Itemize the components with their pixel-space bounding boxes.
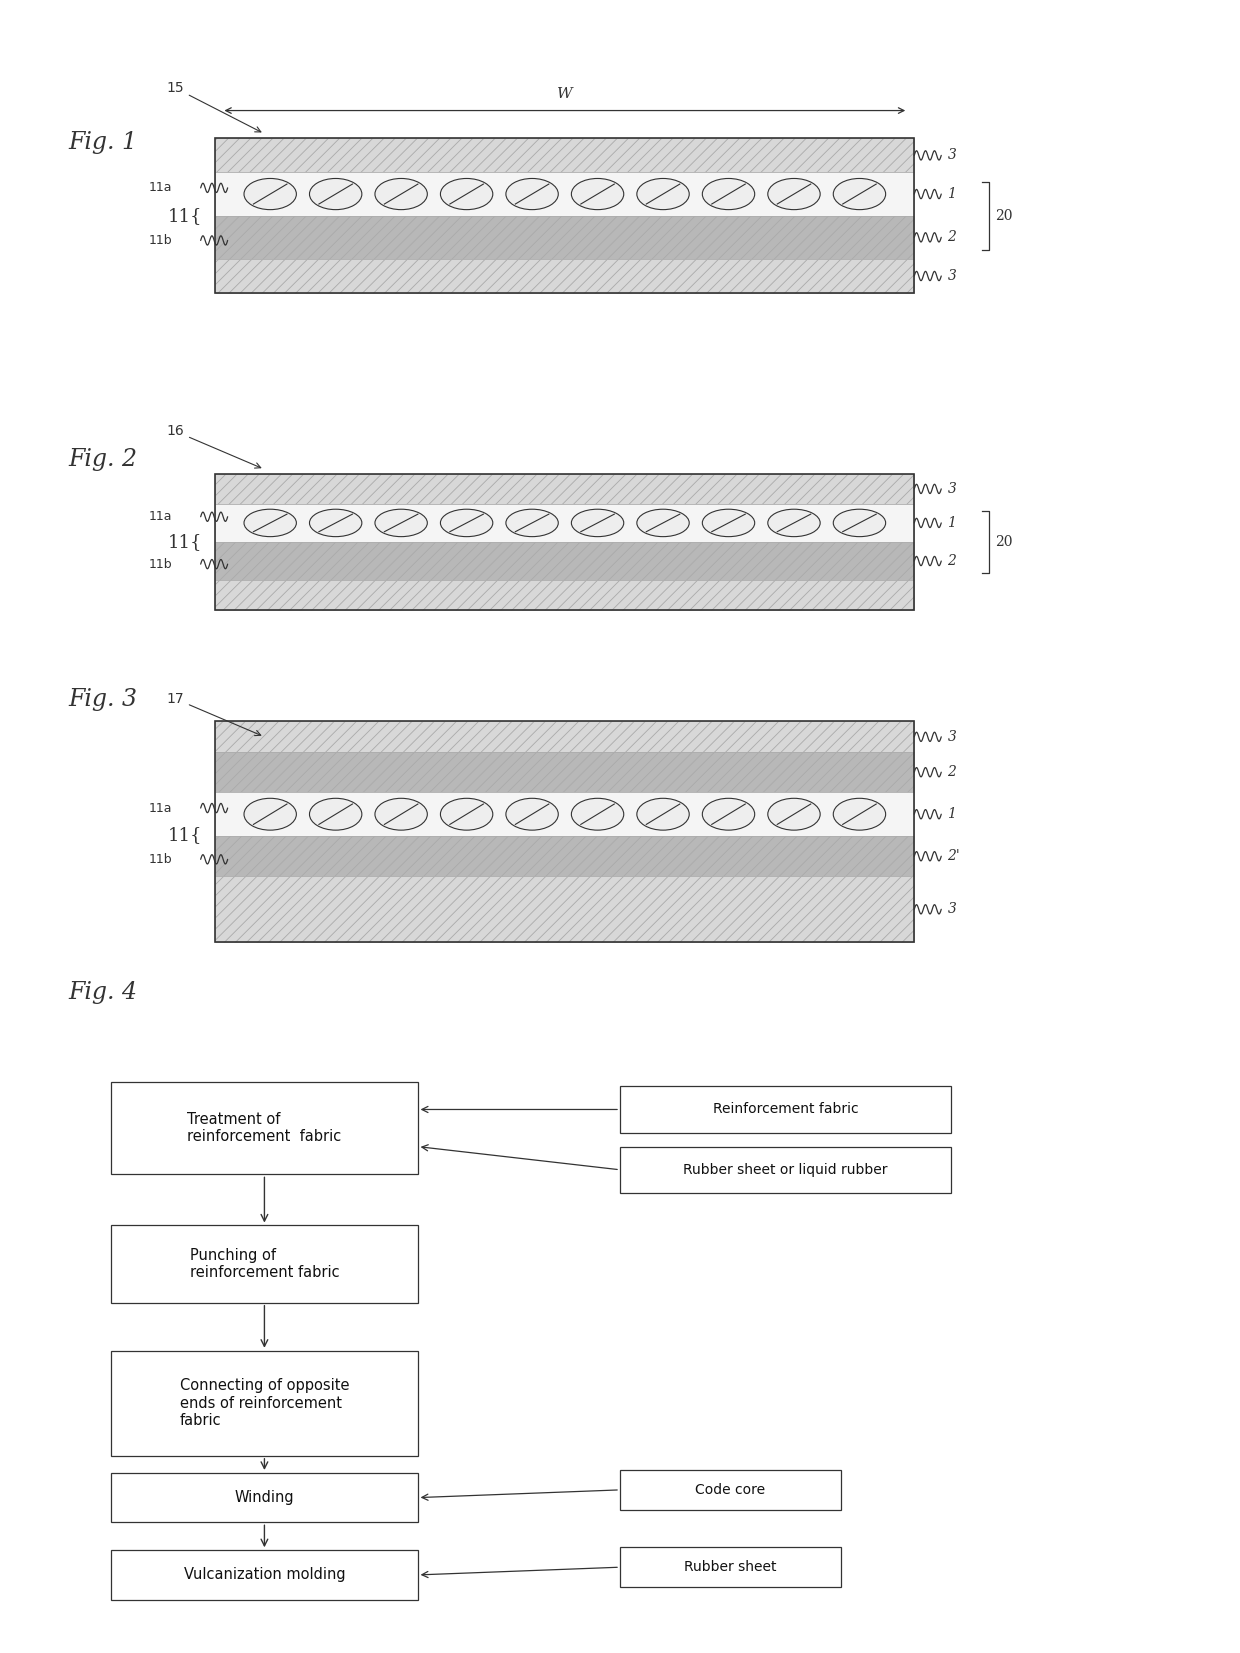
Text: 11{: 11{ bbox=[167, 532, 202, 550]
Text: Fig. 2: Fig. 2 bbox=[68, 448, 138, 471]
Text: 20: 20 bbox=[996, 208, 1013, 223]
Text: Treatment of
reinforcement  fabric: Treatment of reinforcement fabric bbox=[187, 1112, 341, 1144]
Ellipse shape bbox=[833, 179, 885, 210]
Ellipse shape bbox=[374, 798, 428, 830]
Text: 3: 3 bbox=[947, 731, 956, 744]
Ellipse shape bbox=[702, 798, 755, 830]
Text: 11a: 11a bbox=[149, 802, 172, 815]
Ellipse shape bbox=[768, 179, 820, 210]
Text: Vulcanization molding: Vulcanization molding bbox=[184, 1567, 345, 1582]
Bar bbox=[216, 215, 914, 260]
Ellipse shape bbox=[506, 179, 558, 210]
Text: Reinforcement fabric: Reinforcement fabric bbox=[713, 1103, 858, 1116]
Bar bbox=[216, 474, 914, 504]
Bar bbox=[216, 876, 914, 942]
Text: 3: 3 bbox=[947, 483, 956, 496]
Bar bbox=[216, 260, 914, 293]
Bar bbox=[216, 836, 914, 876]
Text: 11b: 11b bbox=[149, 853, 172, 866]
Bar bbox=[216, 721, 914, 942]
Text: 1: 1 bbox=[947, 516, 956, 531]
FancyBboxPatch shape bbox=[620, 1147, 951, 1193]
FancyBboxPatch shape bbox=[112, 1225, 418, 1303]
Bar bbox=[216, 752, 914, 792]
Bar bbox=[216, 172, 914, 215]
Ellipse shape bbox=[506, 798, 558, 830]
Ellipse shape bbox=[244, 179, 296, 210]
Ellipse shape bbox=[572, 798, 624, 830]
Bar bbox=[216, 504, 914, 542]
Ellipse shape bbox=[833, 509, 885, 537]
Ellipse shape bbox=[440, 179, 492, 210]
Text: 1: 1 bbox=[947, 807, 956, 822]
Bar bbox=[216, 792, 914, 836]
Ellipse shape bbox=[440, 798, 492, 830]
Bar bbox=[216, 542, 914, 580]
FancyBboxPatch shape bbox=[620, 1086, 951, 1132]
FancyBboxPatch shape bbox=[112, 1351, 418, 1456]
Text: 1: 1 bbox=[947, 187, 956, 202]
Ellipse shape bbox=[310, 509, 362, 537]
Text: W: W bbox=[557, 88, 573, 101]
Text: 15: 15 bbox=[166, 81, 260, 132]
Text: 11{: 11{ bbox=[167, 207, 202, 225]
Text: 2: 2 bbox=[947, 765, 956, 779]
Ellipse shape bbox=[637, 179, 689, 210]
Text: Connecting of opposite
ends of reinforcement
fabric: Connecting of opposite ends of reinforce… bbox=[180, 1379, 350, 1428]
Text: 11b: 11b bbox=[149, 235, 172, 246]
Text: Code core: Code core bbox=[696, 1483, 765, 1498]
Ellipse shape bbox=[374, 179, 428, 210]
Text: 17: 17 bbox=[166, 693, 260, 736]
FancyBboxPatch shape bbox=[620, 1470, 841, 1509]
Ellipse shape bbox=[833, 798, 885, 830]
Ellipse shape bbox=[702, 179, 755, 210]
Ellipse shape bbox=[244, 798, 296, 830]
Text: 11a: 11a bbox=[149, 182, 172, 195]
Bar bbox=[216, 474, 914, 610]
Ellipse shape bbox=[310, 179, 362, 210]
Bar bbox=[216, 139, 914, 293]
Bar bbox=[216, 721, 914, 752]
Text: 2: 2 bbox=[947, 230, 956, 245]
Text: 11b: 11b bbox=[149, 557, 172, 570]
Ellipse shape bbox=[768, 798, 820, 830]
Bar bbox=[216, 580, 914, 610]
FancyBboxPatch shape bbox=[620, 1547, 841, 1587]
FancyBboxPatch shape bbox=[112, 1473, 418, 1522]
Bar bbox=[216, 139, 914, 172]
Text: 11{: 11{ bbox=[167, 826, 202, 845]
Text: 11a: 11a bbox=[149, 511, 172, 524]
Text: 2: 2 bbox=[947, 554, 956, 569]
Ellipse shape bbox=[374, 509, 428, 537]
Text: 3: 3 bbox=[947, 149, 956, 162]
Text: Winding: Winding bbox=[234, 1489, 294, 1506]
Text: 3: 3 bbox=[947, 269, 956, 283]
Ellipse shape bbox=[572, 509, 624, 537]
Ellipse shape bbox=[572, 179, 624, 210]
Text: 16: 16 bbox=[166, 425, 260, 468]
Ellipse shape bbox=[506, 509, 558, 537]
Text: Rubber sheet or liquid rubber: Rubber sheet or liquid rubber bbox=[683, 1162, 888, 1177]
Ellipse shape bbox=[244, 509, 296, 537]
Text: 3: 3 bbox=[947, 903, 956, 916]
Ellipse shape bbox=[637, 798, 689, 830]
Ellipse shape bbox=[702, 509, 755, 537]
Text: Fig. 4: Fig. 4 bbox=[68, 982, 138, 1005]
Ellipse shape bbox=[637, 509, 689, 537]
Text: 20: 20 bbox=[996, 536, 1013, 549]
Ellipse shape bbox=[768, 509, 820, 537]
Text: Rubber sheet: Rubber sheet bbox=[684, 1560, 776, 1574]
Text: Punching of
reinforcement fabric: Punching of reinforcement fabric bbox=[190, 1248, 340, 1281]
Text: Fig. 1: Fig. 1 bbox=[68, 131, 138, 154]
FancyBboxPatch shape bbox=[112, 1551, 418, 1600]
Text: Fig. 3: Fig. 3 bbox=[68, 688, 138, 711]
FancyBboxPatch shape bbox=[112, 1081, 418, 1174]
Text: 2': 2' bbox=[947, 850, 960, 863]
Ellipse shape bbox=[310, 798, 362, 830]
Ellipse shape bbox=[440, 509, 492, 537]
